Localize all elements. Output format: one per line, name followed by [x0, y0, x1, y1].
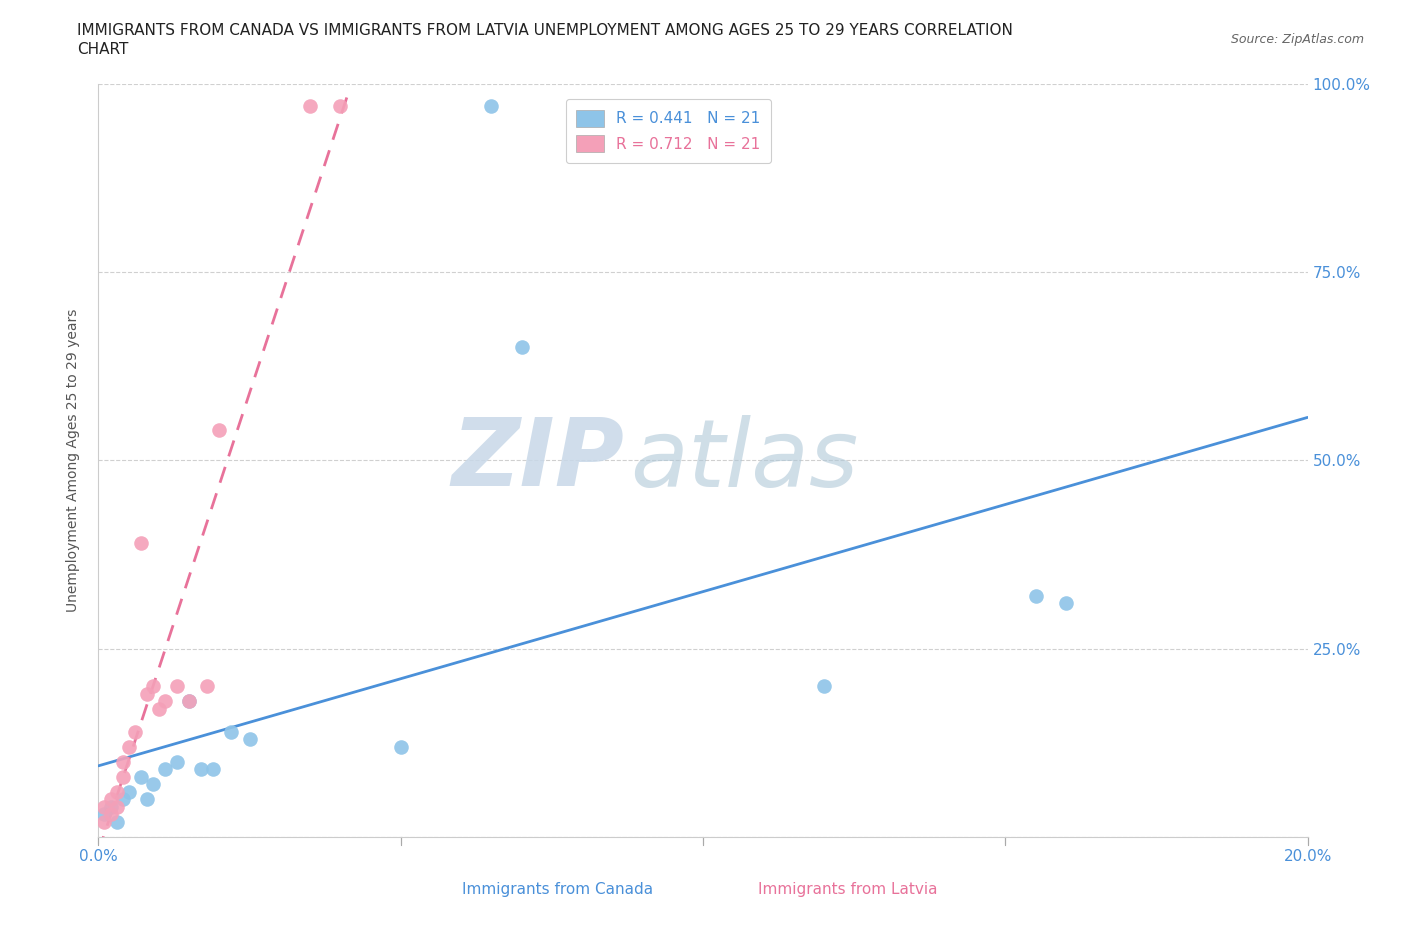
Text: Immigrants from Latvia: Immigrants from Latvia — [758, 883, 938, 897]
Point — [179, 694, 201, 709]
Y-axis label: Unemployment Among Ages 25 to 29 years: Unemployment Among Ages 25 to 29 years — [66, 309, 80, 612]
Point — [190, 762, 212, 777]
Text: ZIP: ZIP — [451, 415, 624, 506]
Text: atlas: atlas — [630, 415, 859, 506]
Point — [166, 754, 188, 769]
Point — [111, 754, 134, 769]
Point — [1054, 596, 1077, 611]
Point — [129, 769, 152, 784]
Point — [153, 694, 176, 709]
Point — [93, 815, 115, 830]
Point — [124, 724, 146, 739]
Point — [100, 800, 122, 815]
Point — [93, 807, 115, 822]
Point — [105, 815, 128, 830]
Text: CHART: CHART — [77, 42, 129, 57]
Text: Immigrants from Canada: Immigrants from Canada — [463, 883, 654, 897]
Point — [510, 340, 533, 355]
Point — [153, 762, 176, 777]
Point — [105, 800, 128, 815]
Point — [135, 792, 157, 807]
Point — [129, 536, 152, 551]
Point — [481, 99, 503, 113]
Point — [93, 800, 115, 815]
Point — [166, 679, 188, 694]
Point — [239, 732, 262, 747]
Point — [118, 784, 141, 799]
Text: IMMIGRANTS FROM CANADA VS IMMIGRANTS FROM LATVIA UNEMPLOYMENT AMONG AGES 25 TO 2: IMMIGRANTS FROM CANADA VS IMMIGRANTS FRO… — [77, 23, 1014, 38]
Point — [221, 724, 243, 739]
Point — [208, 423, 231, 438]
Point — [389, 739, 412, 754]
Point — [111, 769, 134, 784]
Point — [111, 792, 134, 807]
Point — [135, 686, 157, 701]
Point — [105, 784, 128, 799]
Point — [179, 694, 201, 709]
Point — [100, 792, 122, 807]
Point — [142, 777, 165, 791]
Point — [202, 762, 225, 777]
Point — [118, 739, 141, 754]
Legend: R = 0.441   N = 21, R = 0.712   N = 21: R = 0.441 N = 21, R = 0.712 N = 21 — [565, 99, 770, 163]
Point — [142, 679, 165, 694]
Point — [329, 99, 352, 113]
Point — [299, 99, 322, 113]
Point — [1024, 589, 1046, 604]
Point — [813, 679, 835, 694]
Point — [100, 807, 122, 822]
Text: Source: ZipAtlas.com: Source: ZipAtlas.com — [1230, 33, 1364, 46]
Point — [148, 701, 170, 716]
Point — [195, 679, 218, 694]
